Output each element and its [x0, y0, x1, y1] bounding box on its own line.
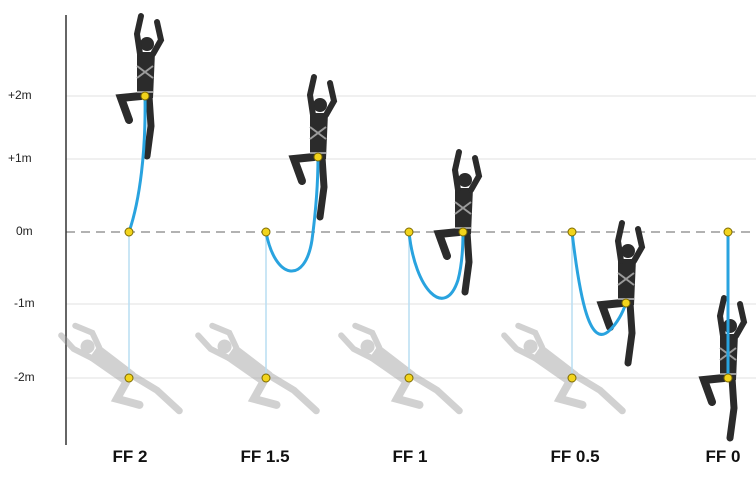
- belay-lines: [128, 232, 573, 378]
- climbers: [121, 16, 744, 438]
- column-label: FF 0: [706, 447, 741, 466]
- column-label: FF 2: [113, 447, 148, 466]
- y-label: 0m: [16, 224, 33, 238]
- dots: [124, 91, 733, 383]
- column-label: FF 1.5: [240, 447, 289, 466]
- y-label: -2m: [14, 370, 35, 384]
- y-label: -1m: [14, 296, 35, 310]
- y-label: +1m: [8, 151, 32, 165]
- ghost-climbers: [50, 319, 631, 432]
- column-label: FF 1: [393, 447, 428, 466]
- ropes: [127, 95, 730, 378]
- y-label: +2m: [8, 88, 32, 102]
- column-label: FF 0.5: [550, 447, 599, 466]
